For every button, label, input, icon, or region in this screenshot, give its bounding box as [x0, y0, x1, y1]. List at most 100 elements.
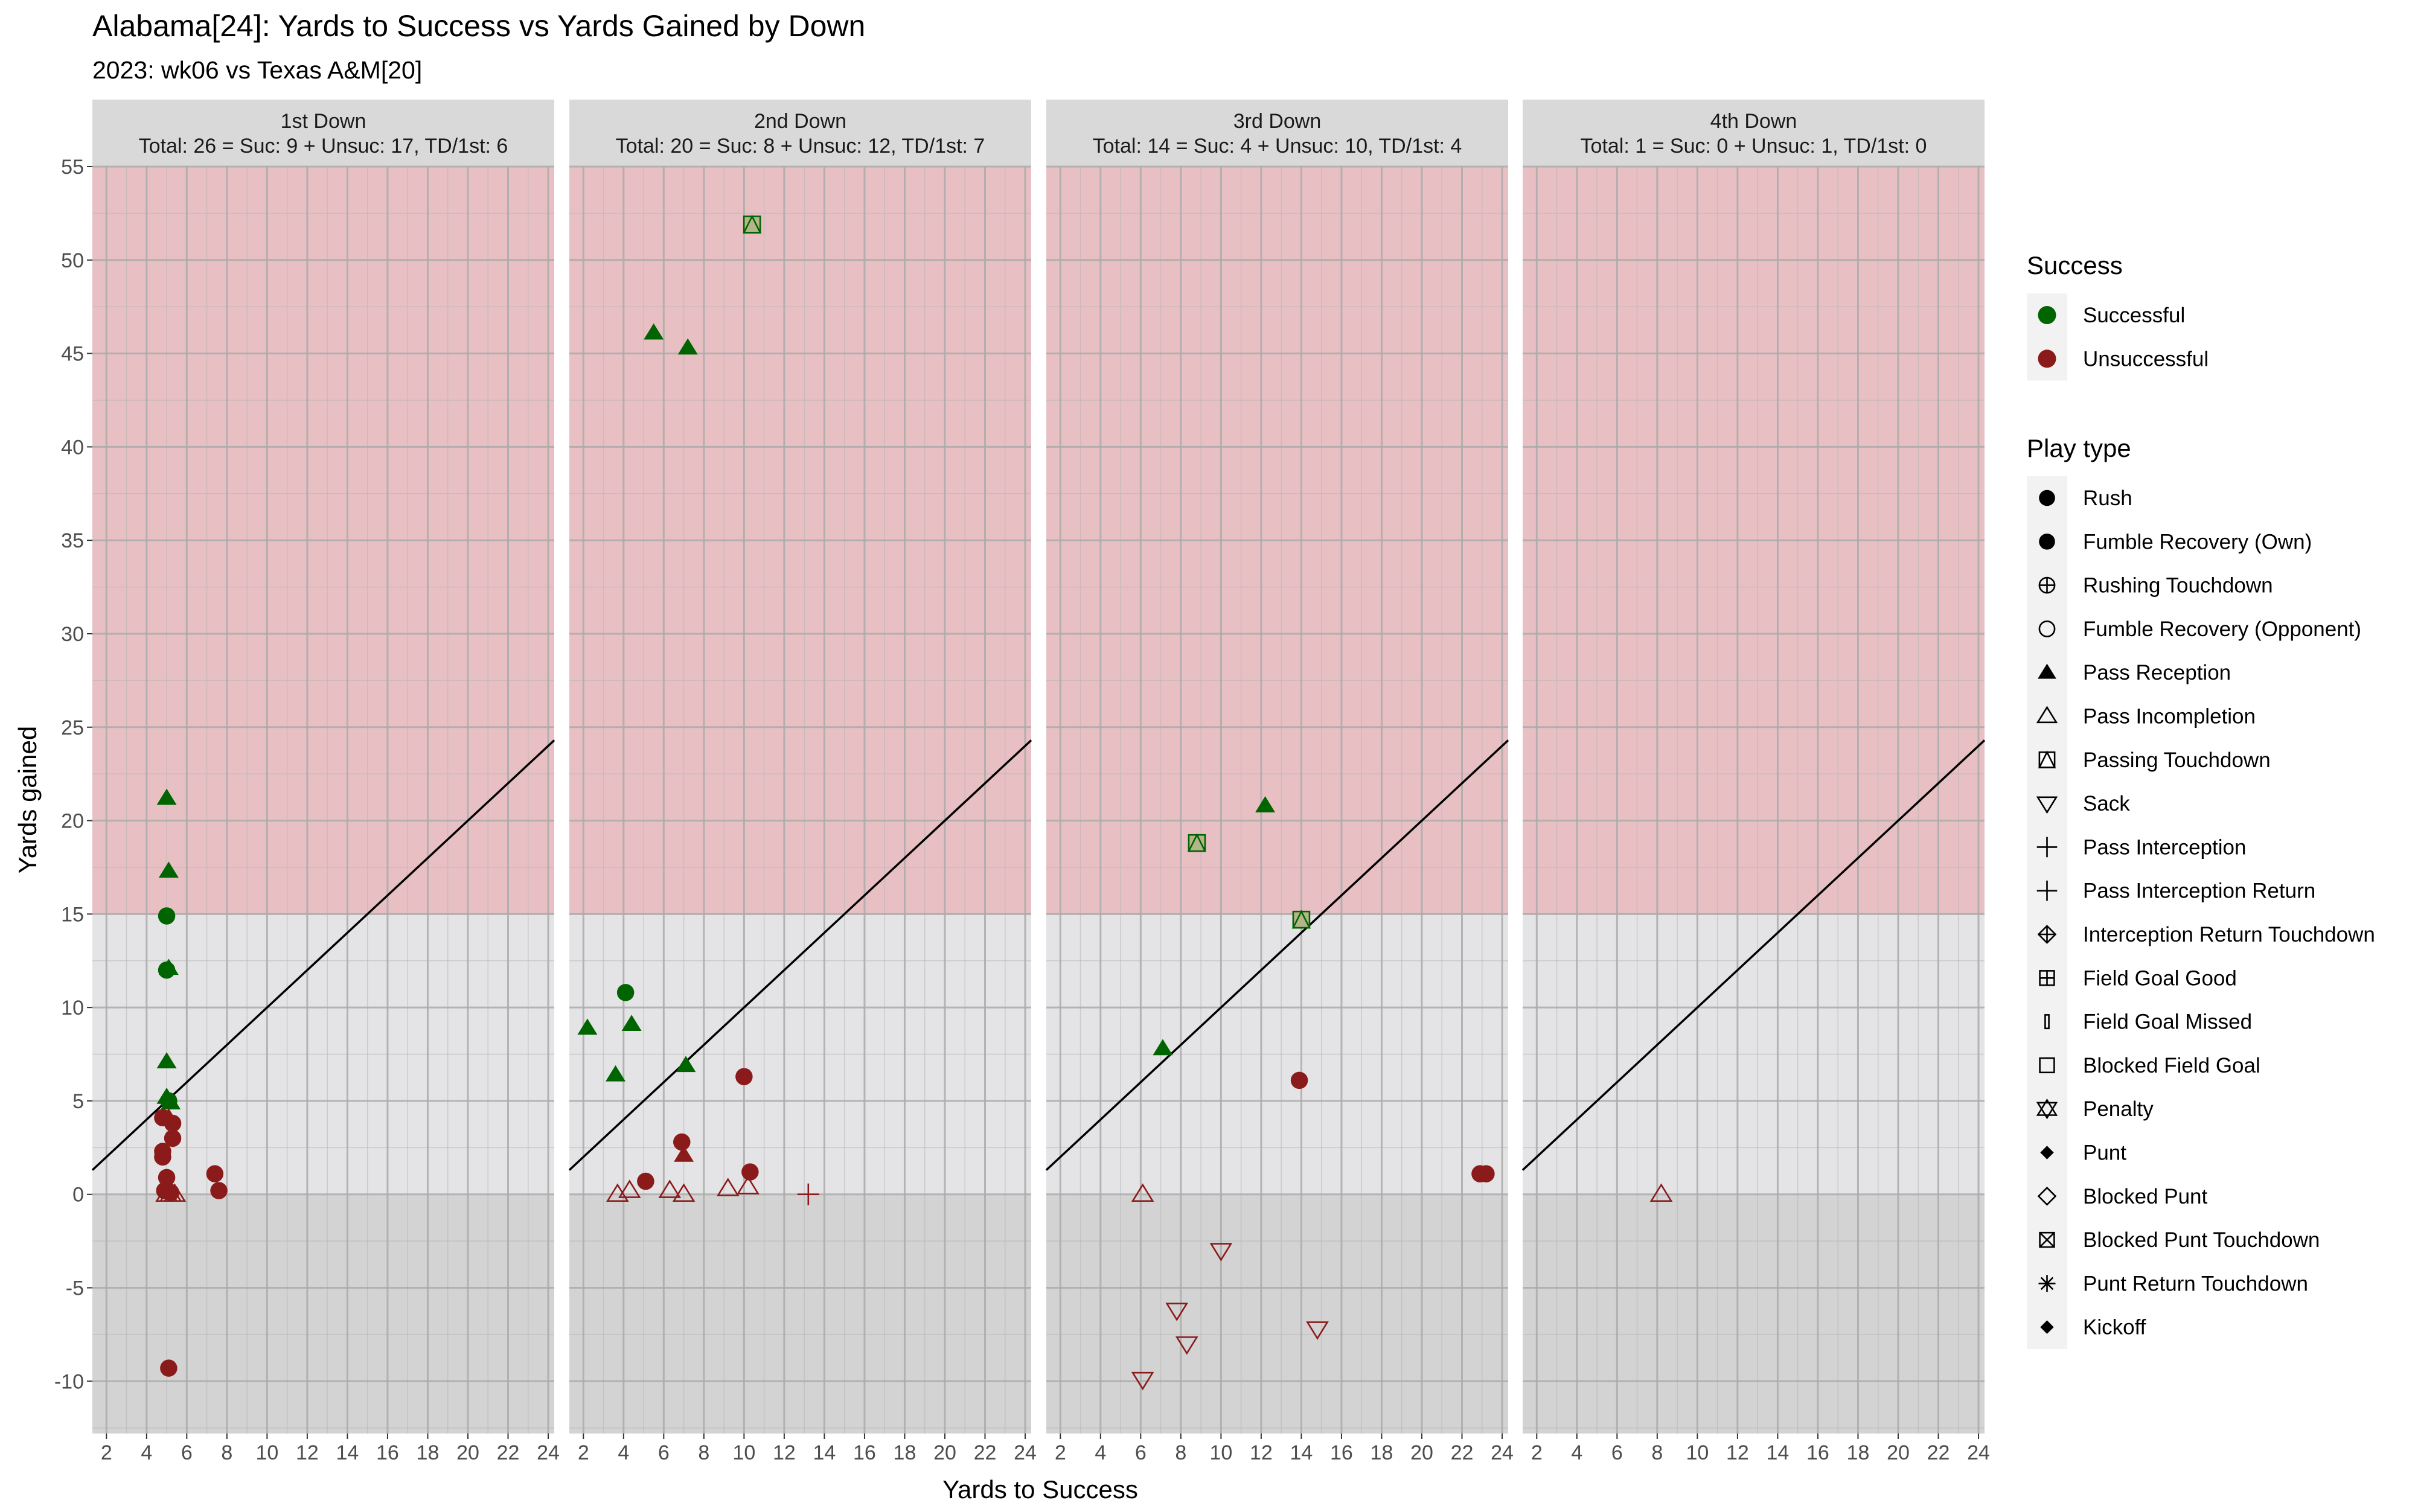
legend-playtype-key-shape [2044, 1014, 2050, 1030]
data-point-shape [716, 1178, 740, 1196]
x-tick-label: 20 [1410, 1441, 1433, 1464]
legend-playtype-key [2038, 663, 2056, 679]
legend-playtype-label: Rush [2083, 486, 2132, 510]
legend-playtype-label: Blocked Field Goal [2083, 1054, 2260, 1077]
data-point-shape [1188, 834, 1206, 852]
legend-playtype-label: Pass Interception Return [2083, 879, 2315, 903]
legend-playtype-key-shape [2040, 1146, 2054, 1160]
legend-playtype-key [2039, 1231, 2055, 1248]
x-tick-label: 18 [1371, 1441, 1393, 1464]
legend-playtype-key-shape [2039, 534, 2055, 550]
x-tick-label: 12 [773, 1441, 796, 1464]
legend-playtype-key [2040, 1146, 2054, 1160]
x-tick-label: 20 [1887, 1441, 1910, 1464]
y-tick-label: 35 [61, 529, 84, 552]
chart-subtitle: 2023: wk06 vs Texas A&M[20] [92, 56, 422, 84]
x-tick-label: 16 [376, 1441, 399, 1464]
y-tick-label: 0 [72, 1184, 84, 1207]
data-point-shape [163, 1183, 187, 1202]
data-point-shape [1306, 1321, 1329, 1340]
data-point [1131, 1371, 1154, 1391]
x-tick-label: 18 [1847, 1441, 1870, 1464]
legend-success-key [2038, 349, 2056, 368]
y-tick-label: -10 [54, 1370, 84, 1393]
x-tick-label: 10 [732, 1441, 755, 1464]
data-point [644, 323, 664, 340]
data-point [735, 1068, 753, 1085]
legend-playtype-key-shape [2039, 1057, 2055, 1074]
x-tick-label: 10 [255, 1441, 278, 1464]
data-point-shape [637, 1172, 654, 1190]
x-tick-label: 6 [181, 1441, 193, 1464]
data-point [1306, 1321, 1329, 1340]
legend-playtype-key-shape [2036, 880, 2058, 901]
x-tick-label: 24 [1491, 1441, 1514, 1464]
data-point [1255, 796, 1276, 812]
data-point-shape [1649, 1183, 1673, 1202]
x-tick-label: 10 [1209, 1441, 1232, 1464]
data-point [797, 1183, 819, 1205]
data-point [210, 1182, 228, 1199]
x-tick-label: 22 [497, 1441, 520, 1464]
legend-playtype-key-cross [2038, 926, 2056, 943]
data-point-shape [797, 1183, 819, 1205]
x-tick-label: 24 [1967, 1441, 1990, 1464]
data-point [676, 1056, 696, 1073]
data-point [677, 338, 698, 355]
data-point [621, 1015, 642, 1032]
data-point-shape [658, 1179, 682, 1198]
data-point-shape [1131, 1183, 1154, 1202]
data-point-shape [741, 1163, 759, 1181]
x-tick-label: 4 [618, 1441, 629, 1464]
x-tick-label: 18 [417, 1441, 440, 1464]
x-tick-label: 16 [853, 1441, 876, 1464]
legend-playtype-label: Blocked Punt Touchdown [2083, 1228, 2320, 1252]
legend-playtype-key-inner [2036, 1102, 2058, 1120]
data-point [156, 1052, 177, 1068]
legend-playtype-label: Punt Return Touchdown [2083, 1272, 2308, 1295]
data-point-shape [672, 1183, 696, 1202]
x-tick-label: 22 [1451, 1441, 1474, 1464]
data-point-shape [161, 1093, 181, 1110]
x-tick-label: 20 [456, 1441, 479, 1464]
data-point-shape [1165, 1303, 1189, 1321]
data-point-shape [737, 1176, 760, 1195]
legend-playtype-key-shape [2038, 751, 2056, 768]
background-band-1 [569, 1194, 1031, 1434]
data-point [716, 1178, 740, 1196]
data-point-shape [210, 1182, 228, 1199]
y-tick-label: 40 [61, 436, 84, 459]
data-point [1290, 1071, 1308, 1089]
background-band-1 [1046, 1194, 1508, 1434]
y-tick-label: 15 [61, 903, 84, 926]
legend-playtype-key-shape [2038, 1275, 2056, 1292]
data-point-shape [606, 1065, 625, 1082]
legend-playtype-key [2036, 1099, 2058, 1120]
data-point [1477, 1165, 1495, 1182]
x-tick-label: 2 [101, 1441, 112, 1464]
legend-playtype-key-shape [2037, 1186, 2057, 1206]
legend-playtype-key-shape [2039, 490, 2055, 506]
legend-playtype-key [2040, 1320, 2054, 1334]
data-point [163, 1183, 187, 1202]
legend-playtype-key-shape [2038, 620, 2056, 637]
x-tick-label: 12 [296, 1441, 319, 1464]
y-tick-label: 55 [61, 156, 84, 179]
data-point [206, 1165, 224, 1182]
x-tick-label: 8 [1175, 1441, 1186, 1464]
x-tick-label: 16 [1806, 1441, 1829, 1464]
panel-strip-summary: Total: 26 = Suc: 9 + Unsuc: 17, TD/1st: … [139, 135, 508, 158]
legend-playtype-label: Fumble Recovery (Own) [2083, 530, 2312, 553]
legend-playtype-key-cross [2039, 1232, 2055, 1248]
data-point-shape [158, 1169, 176, 1187]
legend-playtype-label: Punt [2083, 1141, 2126, 1165]
legend-playtype-label: Blocked Punt [2083, 1185, 2208, 1208]
data-point-shape [164, 1114, 182, 1132]
legend-success-label: Unsuccessful [2083, 347, 2209, 371]
x-tick-label: 16 [1330, 1441, 1353, 1464]
legend-playtype-key [2036, 880, 2058, 901]
data-point-inner [1291, 910, 1311, 929]
legend-playtype-key [2036, 796, 2058, 814]
